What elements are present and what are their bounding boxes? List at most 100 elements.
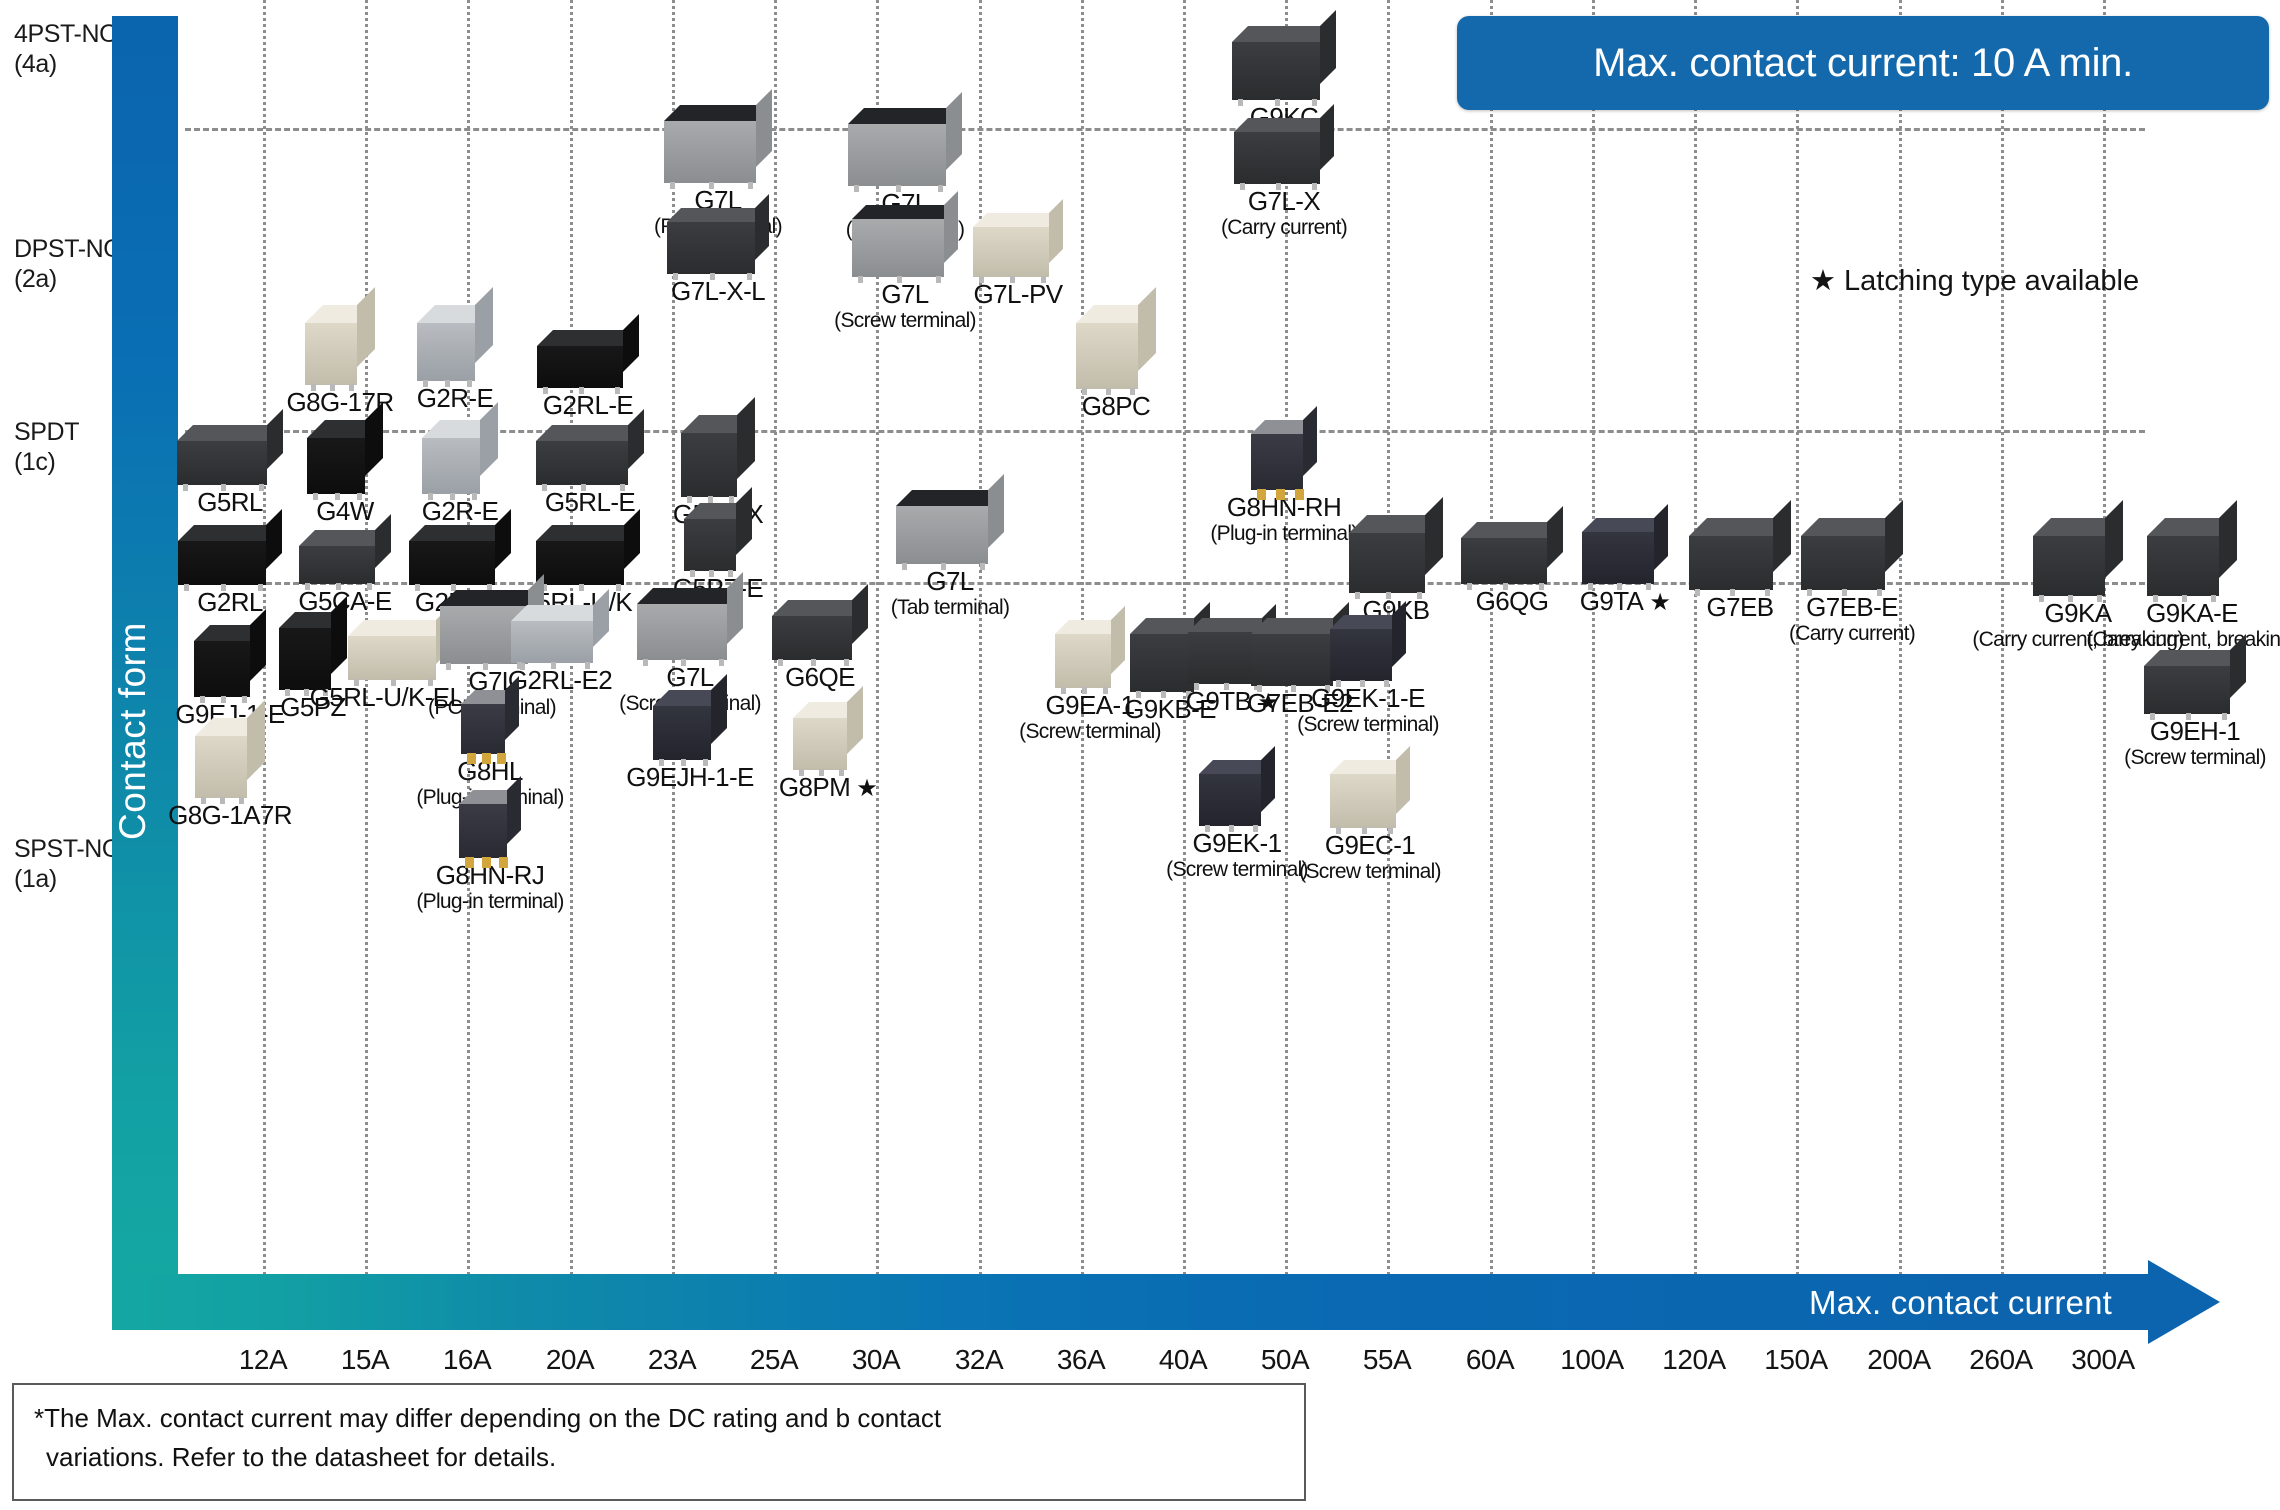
relay-item-g7eb-e[interactable]: G7EB-E (Carry current) [1737, 500, 1967, 645]
relay-item-g9ejh-1-e[interactable]: G9EJH-1-E [575, 674, 805, 792]
relay-pin [1355, 592, 1360, 599]
relay-front-face [194, 641, 250, 697]
relay-photo [409, 509, 511, 591]
relay-item-g9tb[interactable]: G9TB ★ [1117, 604, 1347, 716]
relay-item-g7eb-e2[interactable]: G7EB-E2 [1185, 602, 1415, 718]
relay-item-g2r-e[interactable]: G2R-E [340, 287, 570, 413]
relay-item-g5rl[interactable]: G5RL [115, 409, 345, 517]
relay-item-g9ka[interactable]: G9KA (Carry current, breaking) [1963, 500, 2193, 651]
relay-pin [551, 662, 556, 669]
relay-pin [221, 484, 226, 491]
relay-item-g9ec-1[interactable]: G9EC-1 (Screw terminal) [1255, 746, 1485, 883]
relay-item-g7l-x-l[interactable]: G7L-X-L [603, 194, 833, 306]
relay-item-g2rl-e2[interactable]: G2RL-E2 [445, 589, 675, 695]
relay-item-g8pm[interactable]: G8PM ★ [713, 686, 943, 802]
relay-pin [585, 662, 590, 669]
relay-item-g7l-pv[interactable]: G7L-PV [903, 199, 1133, 309]
relay-front-face [1461, 538, 1547, 584]
relay-pin [1106, 388, 1111, 395]
relay-model-name: G7L-X-L [670, 276, 766, 306]
relay-pin [542, 584, 547, 591]
relay-item-g2r-e[interactable]: G2R-E [345, 402, 575, 526]
relay-front-face [1801, 536, 1885, 590]
relay-pin [1312, 183, 1317, 190]
relay-pin [499, 857, 508, 868]
relay-pin [1276, 183, 1281, 190]
relay-item-g8hn-rj[interactable]: G8HN-RJ (Plug-in terminal) [375, 776, 605, 913]
relay-pin [367, 583, 372, 590]
relay-item-g8pc[interactable]: G8PC [1001, 287, 1231, 421]
relay-item-g4w[interactable]: G4W [230, 402, 460, 526]
relay-item-g9ek-1[interactable]: G9EK-1 (Screw terminal) [1122, 746, 1352, 881]
relay-photo [348, 604, 452, 686]
relay-pin [285, 689, 290, 696]
relay-front-face [1582, 532, 1654, 584]
relay-photo [653, 674, 727, 766]
relay-item-g7l[interactable]: G7L(Screw terminal) [790, 191, 1020, 332]
relay-pin [703, 759, 708, 766]
relay-front-face [1330, 629, 1392, 681]
relay-pin [811, 659, 816, 666]
relay-item-g7l[interactable]: G7L(Tab terminal) [835, 474, 1065, 619]
relay-item-g9eh-1[interactable]: G9EH-1 (Screw terminal) [2080, 634, 2280, 769]
relay-item-g8hl[interactable]: G8HL (Plug-in terminal) [375, 676, 605, 809]
latching-type-legend: ★ Latching type available [1810, 265, 2140, 297]
relay-top-face [848, 108, 962, 124]
relay-item-g7l-x[interactable]: G7L-X (Carry current) [1169, 104, 1399, 239]
relay-pin [184, 584, 189, 591]
relay-pin [643, 659, 648, 666]
relay-pin [1136, 691, 1141, 698]
relay-item-g9ek-1-e[interactable]: G9EK-1-E (Screw terminal) [1253, 601, 1483, 736]
relay-pin [1360, 680, 1365, 687]
relay-item-g5rl-e[interactable]: G5RL-E [475, 409, 705, 517]
relay-item-g9ea-1[interactable]: G9EA-1 (Screw terminal) [975, 606, 1205, 743]
relay-item-g8g-17r[interactable]: G8G-17R [225, 287, 455, 417]
x-tick-20A: 20A [545, 1344, 595, 1375]
relay-pin [201, 797, 206, 804]
grid-vline-100A [1592, 0, 1595, 1275]
relay-pin [1103, 687, 1108, 694]
relay-photo [2144, 634, 2246, 720]
relay-item-g2rl[interactable]: G2RL [115, 509, 345, 617]
relay-item-g5rl-u-k-el[interactable]: G5RL-U/K-EL ★ [285, 604, 515, 712]
grid-vline-150A [1796, 0, 1799, 1275]
x-tick-16A: 16A [442, 1344, 492, 1375]
relay-model-name: G8G-1A7R [168, 800, 292, 830]
relay-item-g9ka-e[interactable]: G9KA-E (Carry current, breaking) [2077, 500, 2280, 651]
relay-pin [221, 584, 226, 591]
relay-item-g8g-1a7r[interactable]: G8G-1A7R [115, 700, 345, 830]
relay-pin [1695, 589, 1700, 596]
relay-item-g9kb[interactable]: G9KB [1281, 497, 1511, 625]
relay-model-name: G7L-PV [973, 279, 1063, 309]
relay-item-g8hn-rh[interactable]: G8HN-RH (Plug-in terminal) [1169, 406, 1399, 545]
relay-pin [1295, 489, 1304, 500]
relay-pin [305, 583, 310, 590]
relay-front-face [1251, 634, 1333, 686]
relay-pin [709, 570, 714, 577]
relay-item-g5pz[interactable]: G5PZ [198, 596, 428, 722]
relay-item-g9kc[interactable]: G9KC [1169, 10, 1399, 132]
relay-pin [1312, 99, 1317, 106]
relay-front-face [848, 124, 946, 186]
grid-vline-60A [1490, 0, 1493, 1275]
relay-front-face [1349, 533, 1425, 593]
relay-pin [542, 484, 547, 491]
relay-item-g6qe[interactable]: G6QE [705, 584, 935, 692]
relay-item-g9kb-e[interactable]: G9KB-E [1055, 602, 1285, 724]
relay-model-name: G9EH-1 [2149, 716, 2241, 746]
relay-item-g7eb[interactable]: G7EB [1625, 500, 1855, 622]
relay-side-face [1303, 406, 1317, 476]
relay-front-face [305, 323, 357, 385]
relay-item-g6qg[interactable]: G6QG [1397, 506, 1627, 616]
relay-item-g2rl-e[interactable]: G2RL-E [473, 314, 703, 420]
relay-item-g9ta[interactable]: G9TA ★ [1510, 504, 1740, 616]
relay-pin [2182, 595, 2187, 602]
x-tick-300A: 300A [2071, 1344, 2135, 1375]
relay-pin [2186, 713, 2191, 720]
footnote-line-2: variations. Refer to the datasheet for d… [46, 1442, 557, 1472]
relay-photo [1251, 602, 1349, 692]
row-label-4pst-no: 4PST-NO (4a) [14, 20, 119, 79]
row-label-main: SPST-NO [14, 835, 121, 863]
relay-model-name: G9EK-1 [1192, 828, 1282, 858]
relay-pin [673, 273, 678, 280]
